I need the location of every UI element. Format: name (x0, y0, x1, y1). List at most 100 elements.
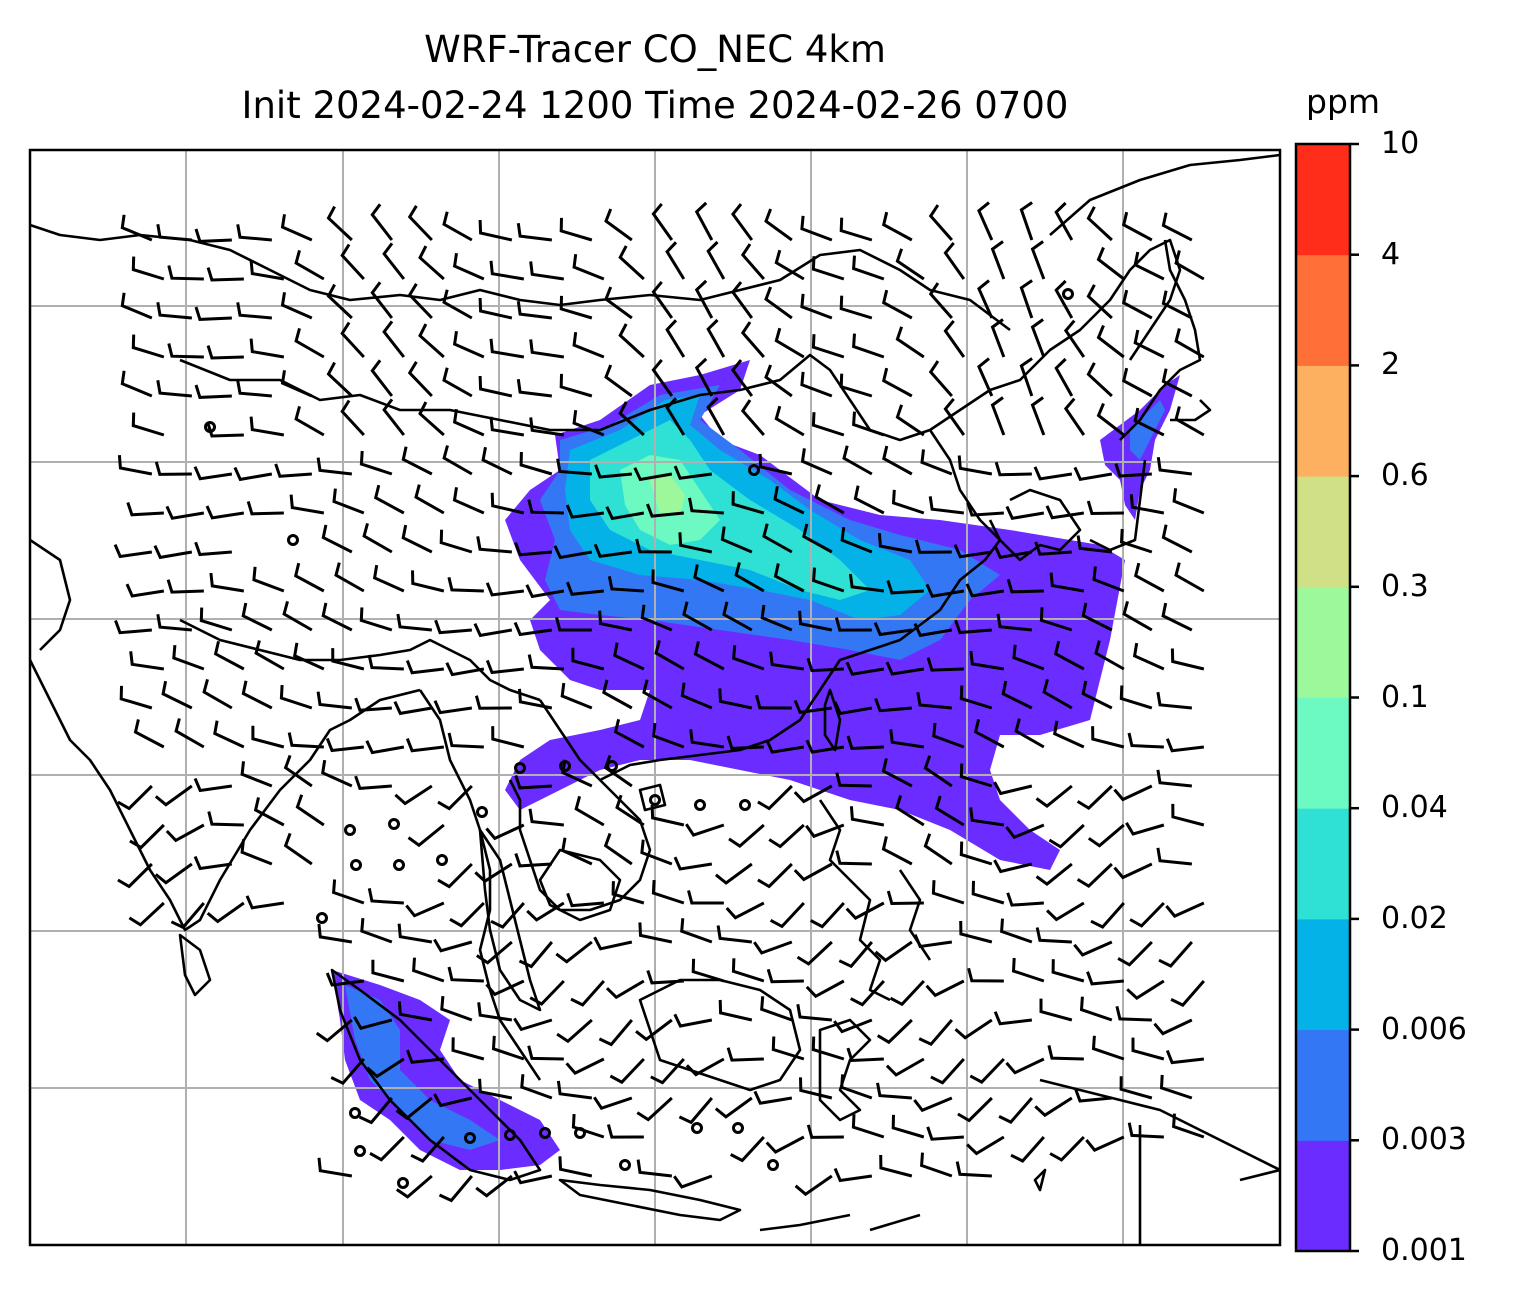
map-axes-frame (28, 148, 1282, 1247)
wind-barb (768, 823, 805, 849)
colorbar-tick-label: 0.3 (1381, 568, 1429, 604)
wind-barb (845, 901, 885, 920)
wind-barb (848, 573, 885, 593)
wind-barb (833, 1167, 873, 1183)
calm-wind-circle (436, 854, 448, 866)
wind-barb (555, 940, 593, 964)
wind-barb (1030, 318, 1046, 358)
wind-barb (1119, 528, 1153, 554)
plume-japan-inner (1130, 400, 1165, 460)
wind-barb (1086, 206, 1113, 242)
wind-barb (1051, 959, 1085, 983)
wind-barb (760, 996, 793, 1022)
wind-barb (1096, 402, 1125, 437)
wind-barb (1156, 847, 1193, 866)
wind-barb (331, 648, 365, 671)
wind-barb (326, 283, 353, 320)
wind-barb (1081, 602, 1113, 632)
wind-barb (154, 461, 192, 476)
wind-barb (317, 1157, 353, 1178)
calm-wind-circle (388, 818, 400, 830)
wind-barb (253, 797, 285, 827)
wind-barb (1034, 1096, 1073, 1118)
wind-barb (1165, 1049, 1205, 1065)
wind-barb (604, 208, 633, 242)
wind-barb (967, 967, 1004, 983)
wind-barb (370, 359, 394, 397)
wind-barb (194, 541, 232, 557)
wind-barbs (113, 201, 1205, 1203)
wind-barb (654, 640, 685, 671)
wind-barb (207, 811, 244, 827)
wind-barb (213, 720, 245, 749)
colorbar-unit-label: ppm (1306, 82, 1381, 121)
wind-barb (442, 211, 473, 242)
wind-barb (1158, 941, 1193, 968)
wind-barb (1127, 732, 1164, 749)
wind-barb (833, 1018, 873, 1034)
wind-barb (1053, 720, 1085, 749)
wind-barb (926, 1126, 964, 1141)
wind-barb (928, 496, 965, 515)
wind-barb (993, 1011, 1033, 1026)
wind-barb (665, 397, 686, 436)
wind-barb (371, 959, 405, 983)
wind-barb (370, 281, 394, 319)
wind-barb (1121, 211, 1153, 242)
wind-barb (249, 416, 285, 437)
wind-barb (1129, 901, 1165, 928)
wind-barb (489, 260, 525, 281)
wind-barb (760, 604, 793, 632)
wind-barb (393, 700, 433, 716)
wind-barb (1113, 862, 1153, 880)
wind-barb (405, 660, 445, 675)
wind-barb (740, 243, 765, 280)
wind-barb (1063, 397, 1086, 436)
wind-barb (635, 538, 672, 554)
wind-barb (1171, 803, 1205, 827)
wind-barb (414, 484, 445, 515)
wind-barb (895, 248, 925, 281)
wind-barb (528, 808, 565, 827)
wind-barb (170, 902, 205, 930)
wind-barb (206, 267, 244, 282)
wind-barb (881, 211, 913, 242)
wind-barb (194, 384, 232, 399)
wind-barb (973, 718, 1005, 749)
wind-barb (996, 613, 1033, 632)
wind-barb (1014, 718, 1045, 749)
wind-barb (1079, 996, 1113, 1022)
wind-barb (728, 823, 765, 848)
wind-barb (120, 292, 153, 320)
wind-barb (360, 917, 393, 944)
wind-barb (1001, 680, 1033, 710)
wind-barb (688, 497, 724, 515)
wind-barb (405, 738, 445, 753)
wind-barb (513, 621, 553, 637)
wind-barb (852, 333, 885, 359)
wind-barb (411, 570, 445, 593)
wind-barb (774, 249, 805, 281)
wind-barb (1117, 940, 1153, 967)
colorbar-segment (1296, 476, 1350, 588)
wind-barb (440, 995, 473, 1022)
wind-barb (598, 610, 633, 632)
wind-barb (811, 334, 845, 359)
wind-barb (405, 1049, 445, 1064)
wind-barb (340, 243, 365, 281)
wind-barb (359, 450, 393, 476)
wind-barb (559, 217, 593, 242)
wind-barb (800, 448, 833, 476)
wind-barb (678, 532, 713, 554)
wind-barb (839, 295, 873, 320)
wind-barb (1114, 463, 1152, 478)
wind-barb (959, 763, 993, 788)
wind-barb (437, 784, 473, 811)
wind-barb (1161, 602, 1193, 632)
wind-barb (773, 486, 805, 515)
colorbar-segment (1296, 808, 1350, 920)
calm-wind-circle (739, 799, 751, 811)
wind-barb (1161, 212, 1193, 242)
wind-barb (516, 300, 553, 320)
wind-barb (527, 1045, 564, 1061)
